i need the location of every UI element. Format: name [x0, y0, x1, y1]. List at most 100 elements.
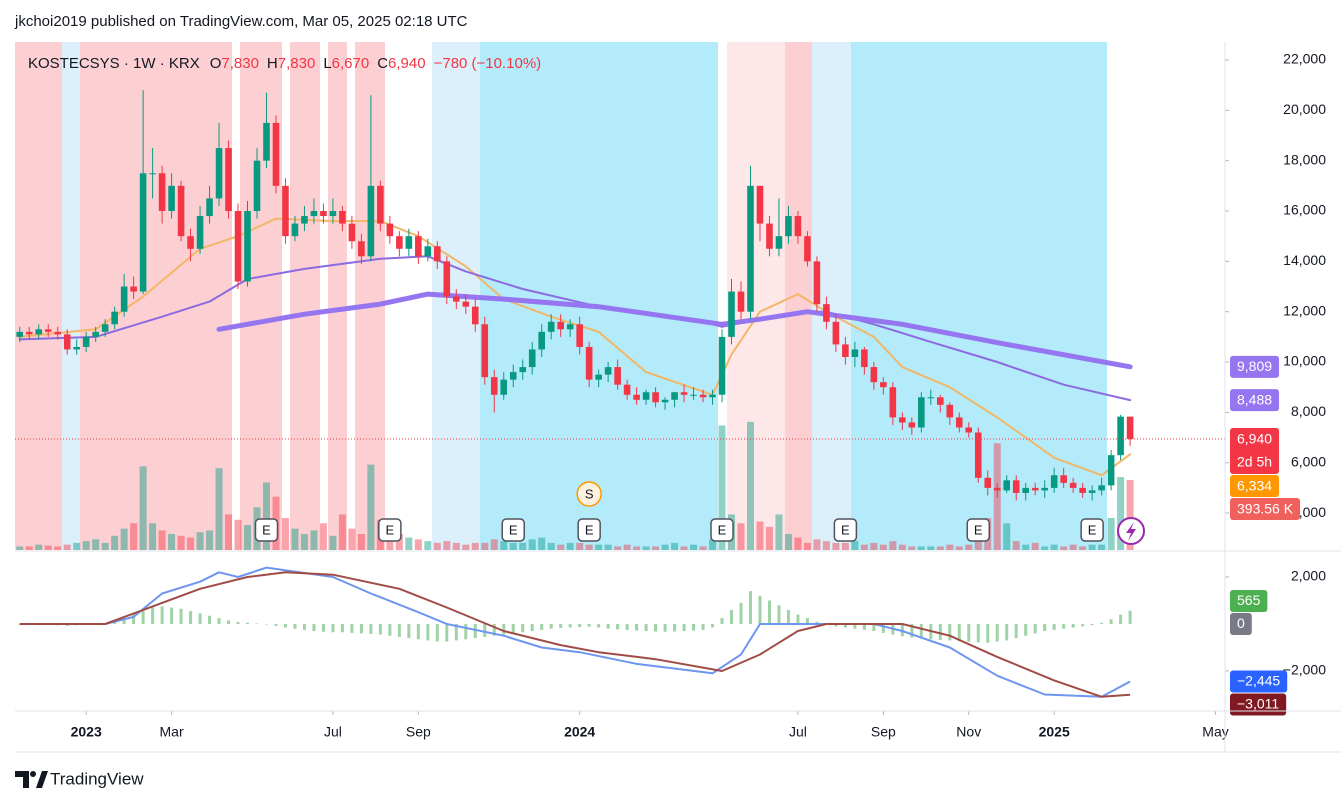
macd-histogram	[967, 623, 971, 642]
candle-body	[509, 372, 517, 380]
candle-body	[538, 331, 546, 350]
candle-body	[1003, 480, 1011, 491]
macd-histogram	[948, 623, 952, 641]
candle-body	[984, 477, 992, 488]
legend-key: L	[323, 55, 331, 72]
macd-histogram	[1128, 610, 1132, 624]
candle-body	[642, 392, 650, 400]
volume-bar	[908, 546, 916, 550]
candle-body	[120, 286, 128, 312]
volume-bar	[168, 533, 176, 550]
volume-bar	[661, 544, 669, 550]
price-label: −3,011	[1237, 696, 1279, 712]
volume-bar	[120, 528, 128, 550]
price-label: 6,334	[1237, 477, 1272, 493]
candle-body	[927, 397, 935, 399]
y-tick-label: 22,000	[1283, 51, 1326, 67]
candle-body	[775, 236, 783, 249]
macd-histogram	[160, 606, 164, 624]
candle-body	[747, 185, 754, 312]
candle-body	[44, 329, 52, 332]
volume-bar	[860, 544, 868, 550]
candle-body	[832, 321, 840, 345]
volume-bar	[1126, 479, 1134, 550]
volume-bar	[1012, 541, 1020, 550]
volume-bar	[348, 528, 356, 550]
y-tick-label: 16,000	[1283, 202, 1326, 218]
volume-bar	[623, 544, 631, 550]
macd-histogram	[293, 623, 297, 629]
macd-histogram	[464, 623, 468, 640]
macd-histogram	[957, 623, 961, 641]
macd-histogram	[872, 623, 876, 632]
macd-histogram	[644, 623, 648, 632]
macd-histogram	[113, 621, 117, 624]
macd-histogram	[786, 609, 790, 624]
earnings-label: E	[386, 522, 395, 537]
volume-bar	[557, 544, 565, 550]
macd-histogram	[302, 623, 306, 630]
volume-bar	[1003, 523, 1011, 550]
volume-bar	[481, 542, 489, 550]
macd-histogram	[283, 623, 287, 628]
candle-body	[690, 394, 697, 396]
volume-bar	[946, 544, 954, 550]
volume-bar	[604, 544, 612, 550]
candle-body	[424, 246, 432, 257]
candle-body	[870, 367, 878, 383]
legend-value: 7,830	[221, 55, 259, 72]
candle-body	[490, 377, 498, 395]
volume-bar	[310, 530, 318, 550]
candle-body	[25, 331, 33, 335]
candle-body	[329, 211, 337, 217]
legend: KOSTECSYS · 1W · KRX O7,830 H7,830 L6,670 C6…	[28, 55, 541, 72]
macd-histogram	[938, 623, 942, 640]
volume-bar	[281, 517, 289, 550]
macd-histogram	[445, 623, 449, 642]
legend-value: 6,670	[332, 55, 370, 72]
candle-body	[1117, 416, 1124, 456]
candle-body	[149, 173, 156, 175]
macd-histogram	[492, 623, 496, 636]
candle-body	[614, 367, 621, 385]
macd-histogram	[625, 623, 629, 630]
macd-histogram	[777, 605, 781, 624]
candle-body	[766, 223, 773, 249]
candle-body	[358, 241, 365, 257]
macd-histogram	[976, 623, 980, 643]
volume-bar	[633, 546, 641, 550]
candle-body	[187, 236, 194, 249]
macd-histogram	[730, 609, 734, 624]
macd-histogram	[673, 623, 677, 632]
macd-histogram	[274, 623, 278, 626]
volume-bar	[803, 542, 811, 550]
legend-symbol: KOSTECSYS · 1W · KRX	[28, 55, 200, 72]
earnings-label: E	[974, 522, 983, 537]
macd-histogram	[255, 623, 259, 625]
volume-bar	[756, 521, 764, 550]
candle-body	[785, 216, 792, 237]
macd-histogram	[711, 623, 715, 628]
volume-bar	[1041, 546, 1049, 550]
candle-body	[1098, 485, 1105, 491]
volume-bar	[879, 544, 887, 550]
macd-histogram	[843, 623, 847, 628]
macd-histogram	[511, 623, 515, 634]
volume-bar	[405, 537, 413, 550]
volume-bar	[1060, 546, 1068, 550]
macd-histogram	[692, 623, 696, 631]
x-tick-label: 2025	[1039, 724, 1070, 740]
alert-icon	[1117, 517, 1145, 545]
macd-histogram	[578, 623, 582, 628]
candle-body	[73, 346, 80, 350]
price-label: 0	[1237, 615, 1245, 631]
price-label-box	[1230, 428, 1280, 475]
macd-histogram	[1100, 622, 1104, 624]
macd-histogram	[246, 622, 250, 624]
x-tick-label: Mar	[160, 724, 184, 740]
volume-bar	[234, 519, 242, 550]
earnings-marker	[501, 518, 525, 542]
candle-body	[880, 382, 887, 388]
macd-histogram	[227, 620, 231, 624]
